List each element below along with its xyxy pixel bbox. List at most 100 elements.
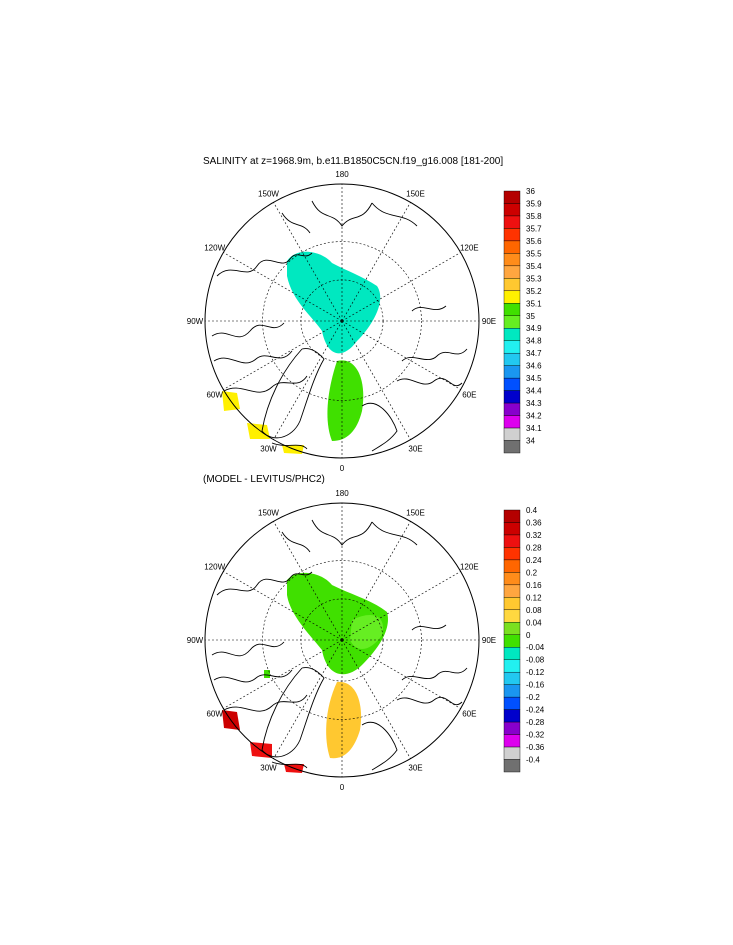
colorbar-swatch <box>503 547 521 561</box>
colorbar-label: 0.2 <box>526 568 538 577</box>
colorbar-swatch <box>503 328 521 341</box>
salinity-region-35-3c <box>282 445 304 454</box>
meridian-label: 30W <box>260 444 277 453</box>
colorbar-label: -0.04 <box>526 643 545 652</box>
meridian-label: 120E <box>460 563 479 572</box>
colorbar-label: 0.12 <box>526 593 542 602</box>
colorbar-swatch <box>503 684 521 698</box>
colorbar-swatch <box>503 509 521 523</box>
meridian-line <box>273 202 343 322</box>
meridian-label: 30E <box>408 444 422 453</box>
colorbar-label: -0.08 <box>526 656 545 665</box>
colorbar-swatch <box>503 240 521 254</box>
colorbar-swatch <box>503 315 521 329</box>
difference-region-small <box>264 670 270 678</box>
colorbar-swatch <box>503 746 521 760</box>
colorbar-label: 35.2 <box>526 287 542 296</box>
meridian-line <box>341 639 461 709</box>
colorbar-swatch <box>503 290 521 304</box>
colorbar-label: -0.36 <box>526 743 545 752</box>
colorbar-label: 0.32 <box>526 531 542 540</box>
meridian-label: 150W <box>258 190 279 199</box>
colorbar-label: 34.8 <box>526 337 542 346</box>
meridian-line <box>341 320 461 390</box>
colorbar-swatch <box>503 352 521 366</box>
colorbar-label: 34.4 <box>526 387 542 396</box>
meridian-label: 0 <box>340 783 345 792</box>
colorbar-swatch <box>503 559 521 573</box>
colorbar-label: 34.9 <box>526 324 542 333</box>
meridian-label: 150E <box>406 509 425 518</box>
meridian-line <box>341 202 411 322</box>
colorbar-swatch <box>503 402 521 416</box>
colorbar-label: 0.16 <box>526 581 542 590</box>
meridian-line <box>341 521 411 641</box>
panel1-title: SALINITY at z=1968.9m, b.e11.B1850C5CN.f… <box>203 156 504 167</box>
colorbar-swatch <box>503 597 521 611</box>
colorbar-swatch <box>503 415 521 429</box>
meridian-line <box>341 252 461 322</box>
colorbar-swatch <box>503 522 521 536</box>
meridian-label: 120E <box>460 244 479 253</box>
map-panel-salinity: 180 150E 120E 90E 60E 30E 0 30W 60W 90W 120W 150W <box>187 170 496 473</box>
colorbar-swatch <box>503 609 521 623</box>
colorbar-swatch <box>503 228 521 242</box>
colorbar-label: 34.5 <box>526 374 542 383</box>
meridian-label: 120W <box>204 563 225 572</box>
meridian-label: 60W <box>206 391 223 400</box>
colorbar-salinity: 36 35.9 35.8 35.7 35.6 35.5 35.4 35.3 35.2 35.1 35… <box>503 187 542 454</box>
colorbar-swatch <box>503 265 521 279</box>
colorbar-label: 35.9 <box>526 199 542 208</box>
latitude-ring <box>262 560 422 720</box>
colorbar-swatch <box>503 427 521 441</box>
meridian-line <box>341 571 461 641</box>
colorbar-difference: 0.4 0.36 0.32 0.28 0.24 0.2 0.16 0.12 0.08 0.04 0 -… <box>503 506 545 773</box>
colorbar-label: 34.6 <box>526 362 542 371</box>
colorbar-swatch <box>503 572 521 586</box>
colorbar-swatch <box>503 278 521 292</box>
meridian-line <box>273 320 343 440</box>
coastline <box>211 519 468 771</box>
colorbar-swatch <box>503 671 521 685</box>
meridian-line <box>341 320 411 440</box>
colorbar-label: 35.5 <box>526 249 542 258</box>
meridian-label: 90W <box>187 317 204 326</box>
meridian-label: 180 <box>335 489 349 498</box>
colorbar-label: 0.28 <box>526 543 542 552</box>
colorbar-label: -0.2 <box>526 693 540 702</box>
difference-region-0-08 <box>350 615 383 650</box>
meridian-label: 90E <box>482 636 496 645</box>
colorbar-label: 35 <box>526 312 535 321</box>
colorbar-swatch <box>503 365 521 379</box>
colorbar-swatch <box>503 377 521 391</box>
colorbar-label: 36 <box>526 187 535 196</box>
meridian-line <box>223 252 343 322</box>
colorbar-label: -0.24 <box>526 706 545 715</box>
colorbar-swatch <box>503 190 521 204</box>
meridian-label: 120W <box>204 244 225 253</box>
colorbar-label: 0.04 <box>526 618 542 627</box>
colorbar-swatch <box>503 215 521 229</box>
meridian-label: 30E <box>408 763 422 772</box>
meridian-line <box>223 571 343 641</box>
colorbar-label: -0.32 <box>526 731 545 740</box>
panel2-title: (MODEL - LEVITUS/PHC2) <box>203 474 325 485</box>
colorbar-label: -0.12 <box>526 668 545 677</box>
map-panel-difference: 180 150E 120E 90E 60E 30E 0 30W 60W 90W 120W 150W <box>187 489 496 792</box>
map-boundary <box>204 183 480 459</box>
colorbar-swatch <box>503 584 521 598</box>
colorbar-swatch <box>503 721 521 735</box>
map-boundary <box>204 502 480 778</box>
colorbar-swatch <box>503 534 521 548</box>
difference-fill <box>222 572 388 773</box>
colorbar-label: -0.4 <box>526 756 540 765</box>
salinity-region-35 <box>287 251 381 354</box>
colorbar-label: 0.4 <box>526 506 538 515</box>
meridian-label: 150W <box>258 509 279 518</box>
salinity-region-35-3b <box>247 423 270 439</box>
colorbar-label: 34.1 <box>526 424 542 433</box>
coastline <box>211 200 468 452</box>
meridian-label: 180 <box>335 170 349 179</box>
salinity-fill <box>222 251 381 454</box>
